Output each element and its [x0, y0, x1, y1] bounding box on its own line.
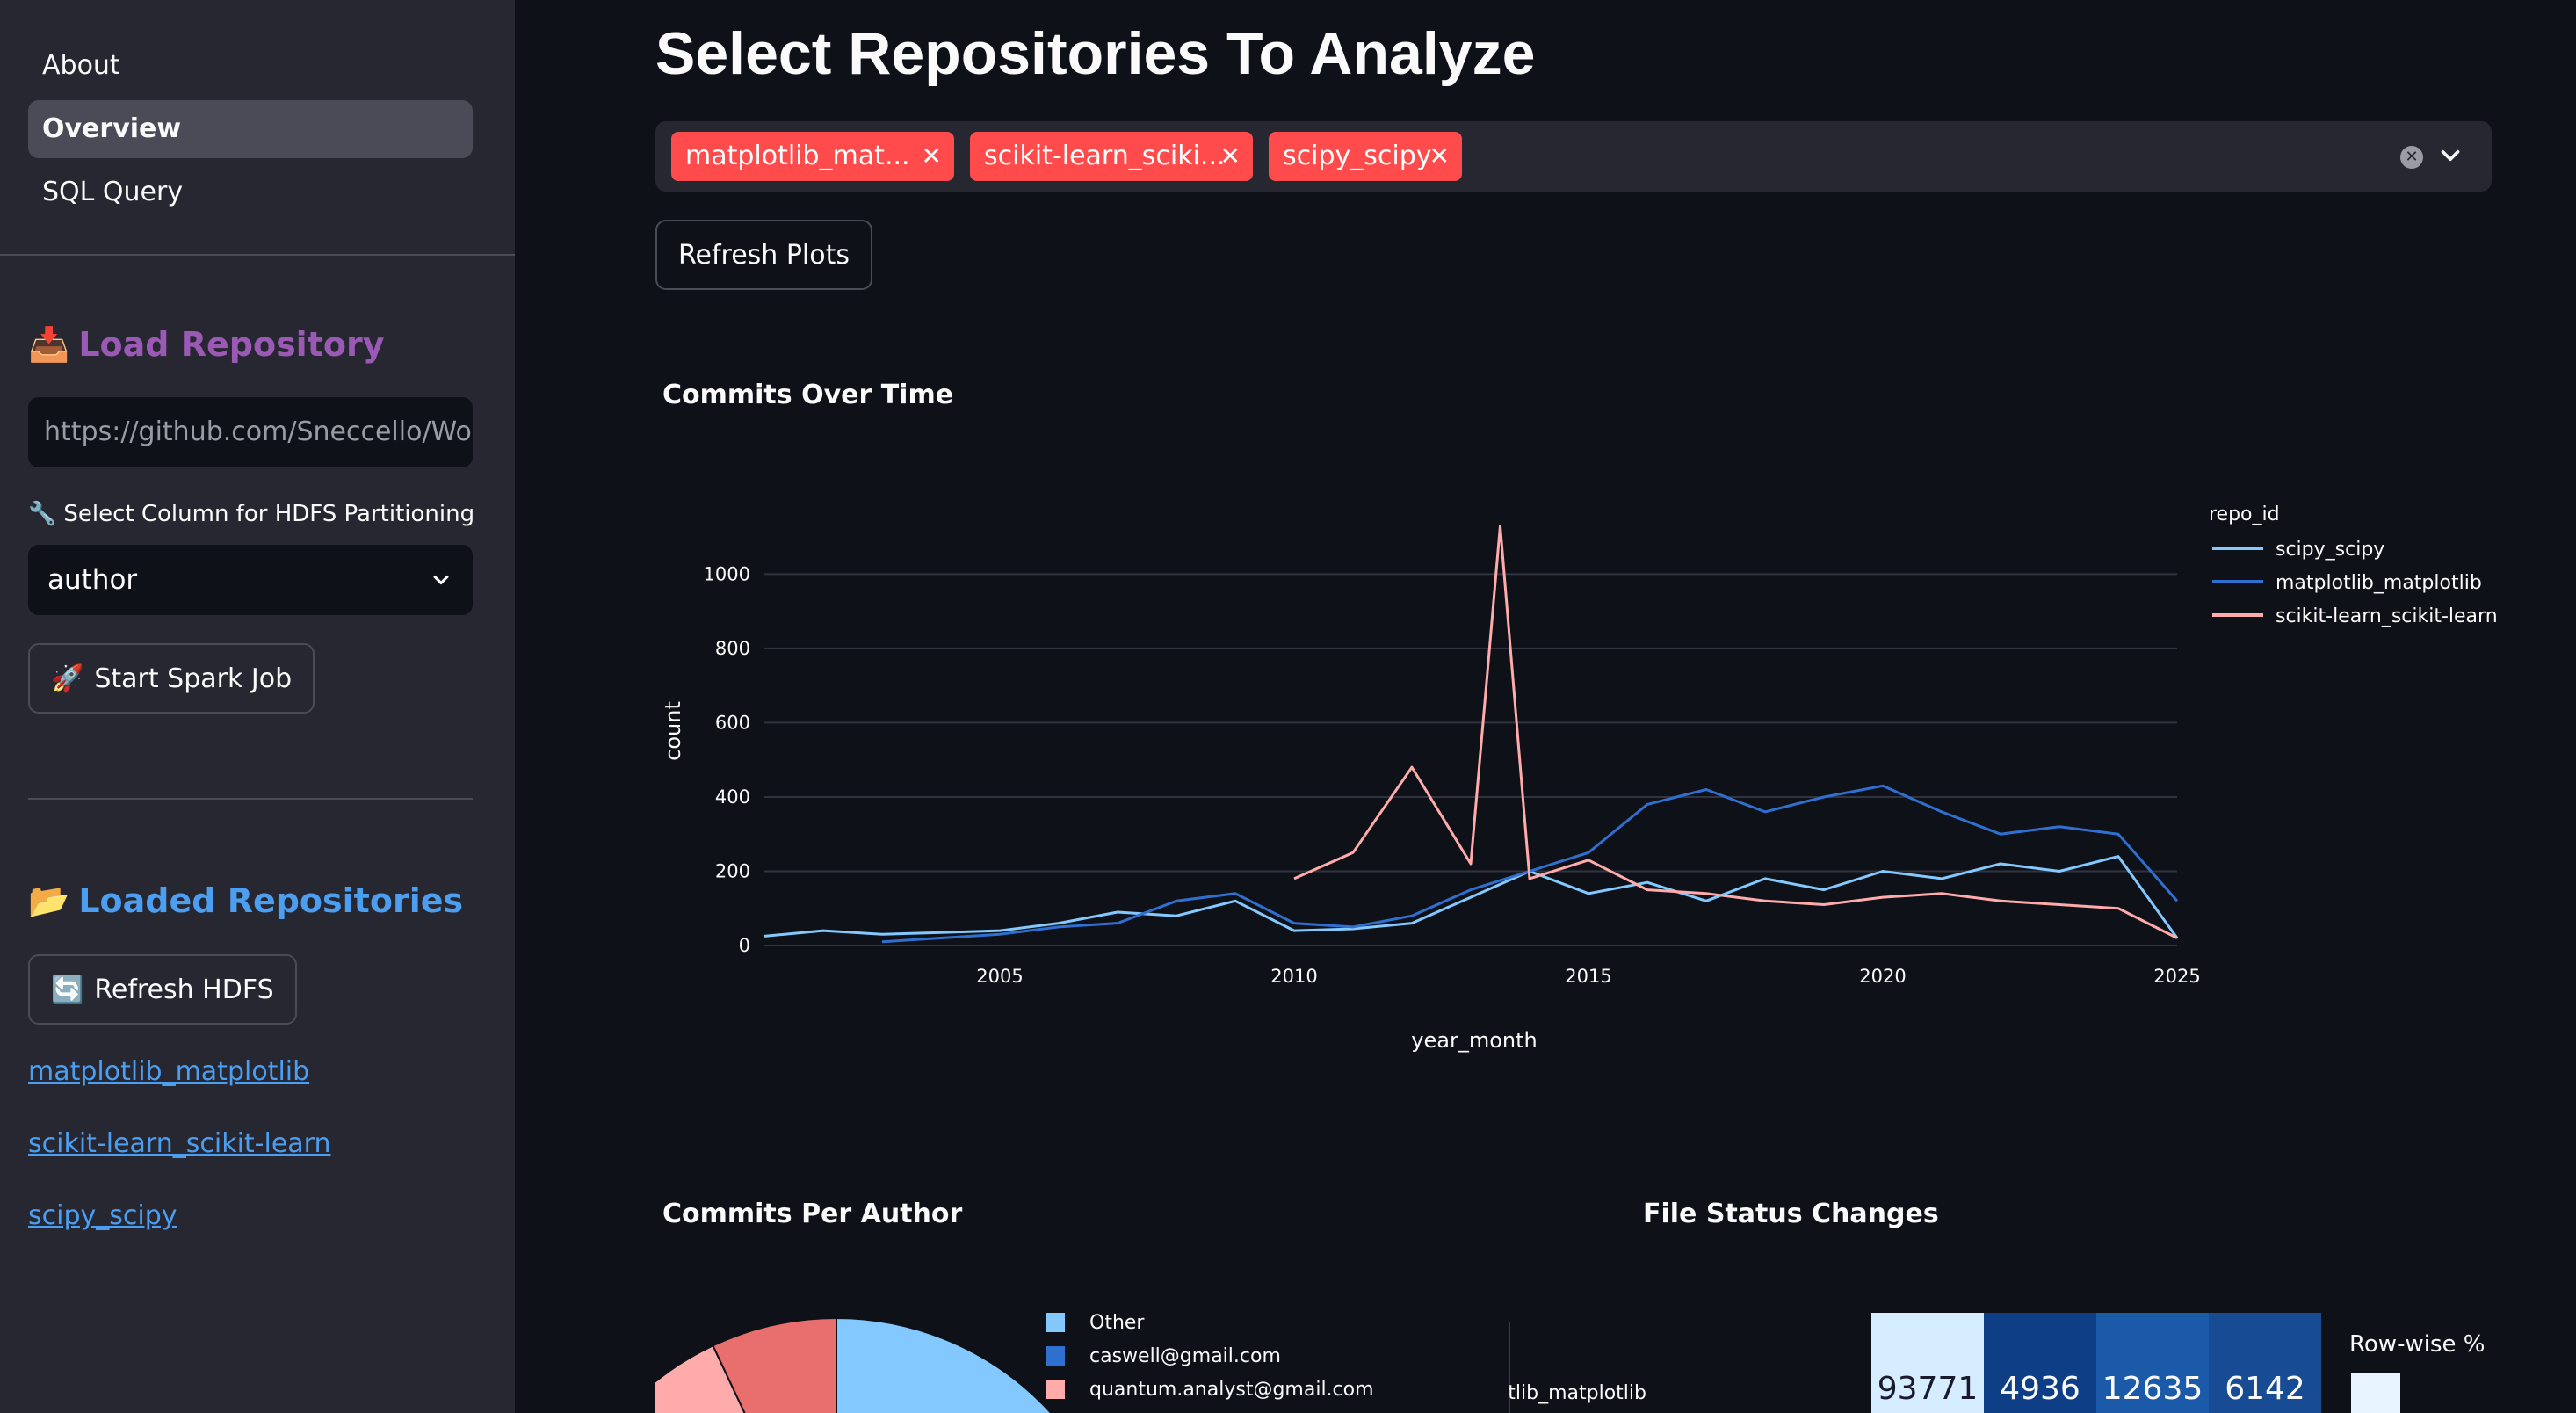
x-tick-label: 2020 [1859, 966, 1906, 987]
nav-sql-query[interactable]: SQL Query [42, 177, 184, 207]
x-tick-label: 2025 [2153, 966, 2200, 987]
refresh-plots-label: Refresh Plots [678, 239, 850, 271]
selected-tag-scikit-learn[interactable]: scikit-learn_sciki... ✕ [970, 132, 1253, 181]
chevron-down-icon[interactable] [2435, 141, 2465, 170]
repo-multiselect[interactable]: matplotlib_mat... ✕ scikit-learn_sciki..… [655, 121, 2492, 192]
selected-tag-matplotlib[interactable]: matplotlib_mat... ✕ [671, 132, 954, 181]
folder-icon: 📂 [28, 881, 70, 920]
selected-tag-scipy[interactable]: scipy_scipy ✕ [1269, 132, 1462, 181]
heatmap-cell [2096, 1313, 2209, 1413]
pie-legend: Other caswell@gmail.com quantum.analyst@gm… [1046, 1312, 1374, 1401]
repo-link-scipy[interactable]: scipy_scipy [28, 1200, 177, 1231]
repo-url-input[interactable]: https://github.com/Sneccello/WordCount [28, 397, 473, 467]
sidebar-divider [0, 254, 515, 256]
nav-about[interactable]: About [42, 50, 120, 81]
sidebar-divider-2 [28, 798, 473, 800]
legend-swatch [1046, 1380, 1065, 1399]
commits-over-time-title: Commits Over Time [662, 380, 954, 410]
start-spark-job-button[interactable]: 🚀 Start Spark Job [28, 643, 315, 714]
y-tick-label: 0 [739, 935, 750, 956]
heatmap-value: 6142 [2225, 1371, 2305, 1407]
chart-series [763, 525, 2179, 944]
y-tick-label: 600 [715, 712, 750, 733]
pie-slice [836, 1316, 1053, 1413]
heatmap-value: 4936 [2000, 1371, 2080, 1407]
chart-legend: scipy_scipy matplotlib_matplotlib scikit-l… [2212, 539, 2498, 627]
legend-label: caswell@gmail.com [1089, 1345, 1281, 1367]
y-tick-label: 400 [715, 786, 750, 808]
heatmap-colorbar [2351, 1373, 2400, 1413]
y-tick-label: 800 [715, 638, 750, 659]
start-spark-job-label: Start Spark Job [94, 663, 293, 694]
heatmap-cell [2209, 1313, 2321, 1413]
heatmap-colorbar-label: Row-wise % [2349, 1331, 2485, 1358]
tag-label: matplotlib_mat... [685, 141, 910, 171]
x-tick-label: 2015 [1565, 966, 1611, 987]
chart-ticks: 0 200 400 600 800 1000 2005 2010 2015 2020 2025 [704, 563, 2201, 987]
legend-swatch [1046, 1346, 1065, 1366]
sidebar: About Overview SQL Query 📥 Load Reposito… [0, 0, 515, 1413]
legend-label: Other [1089, 1312, 1145, 1334]
heatmap-row-label: matplotlib_matplotlib [1509, 1382, 1646, 1404]
file-status-heatmap: matplotlib_matplotlib 93771 4936 12635 6142… [1509, 1313, 2485, 1413]
legend-label: matplotlib_matplotlib [2276, 572, 2482, 594]
clear-all-icon[interactable]: ✕ [2400, 146, 2423, 169]
legend-swatch [1046, 1313, 1065, 1332]
file-status-changes-title: File Status Changes [1643, 1199, 1939, 1229]
legend-label: scipy_scipy [2276, 539, 2384, 561]
legend-title: repo_id [2209, 504, 2280, 525]
series-line [1293, 525, 2178, 939]
heatmap-value: 12635 [2102, 1371, 2203, 1407]
partition-label: 🔧 Select Column for HDFS Partitioning [28, 501, 474, 527]
remove-tag-icon[interactable]: ✕ [1429, 141, 1450, 170]
loaded-repositories-title: Loaded Repositories [78, 881, 464, 920]
heatmap-cell [1984, 1313, 2096, 1413]
load-repository-title: Load Repository [78, 325, 385, 364]
commits-over-time-chart: 0 200 400 600 800 1000 2005 2010 2015 2020 2025 ye… [661, 504, 2498, 1053]
chevron-down-icon [433, 575, 449, 585]
partition-select[interactable]: author [28, 545, 473, 615]
x-axis-label: year_month [1411, 1028, 1537, 1053]
legend-label: quantum.analyst@gmail.com [1089, 1379, 1374, 1401]
x-tick-label: 2005 [976, 966, 1023, 987]
page-title: Select Repositories To Analyze [655, 20, 1536, 87]
wrench-icon: 🔧 [28, 501, 57, 527]
inbox-tray-icon: 📥 [28, 325, 70, 364]
loaded-repositories-heading: 📂 Loaded Repositories [28, 881, 463, 920]
pie-slices [655, 1316, 1053, 1413]
tag-label: scikit-learn_sciki... [984, 141, 1226, 171]
heatmap-cells: 93771 4936 12635 6142 [1871, 1313, 2321, 1413]
commits-per-author-chart: Other caswell@gmail.com quantum.analyst@gm… [655, 1312, 1374, 1413]
heatmap-cell [1871, 1313, 1984, 1413]
heatmap-value: 93771 [1878, 1371, 1979, 1407]
pie-slice [712, 1316, 837, 1413]
rocket-icon: 🚀 [51, 663, 84, 694]
pie-slice [655, 1344, 746, 1413]
commits-per-author-title: Commits Per Author [662, 1199, 963, 1229]
y-tick-label: 1000 [704, 563, 750, 584]
repo-link-scikit-learn[interactable]: scikit-learn_scikit-learn [28, 1128, 331, 1159]
partition-label-text: Select Column for HDFS Partitioning [63, 501, 475, 527]
refresh-hdfs-button[interactable]: 🔄 Refresh HDFS [28, 954, 297, 1025]
nav-overview[interactable]: Overview [28, 100, 473, 158]
y-axis-label: count [661, 701, 685, 761]
series-line [763, 855, 2179, 939]
remove-tag-icon[interactable]: ✕ [921, 141, 942, 170]
tag-label: scipy_scipy [1283, 141, 1432, 171]
refresh-hdfs-label: Refresh HDFS [94, 974, 274, 1005]
remove-tag-icon[interactable]: ✕ [1219, 141, 1241, 170]
partition-select-value: author [47, 564, 138, 596]
x-tick-label: 2010 [1270, 966, 1317, 987]
refresh-icon: 🔄 [51, 974, 84, 1005]
chart-grid [764, 573, 2177, 946]
load-repository-heading: 📥 Load Repository [28, 325, 385, 364]
refresh-plots-button[interactable]: Refresh Plots [655, 220, 872, 290]
legend-label: scikit-learn_scikit-learn [2276, 605, 2498, 627]
y-tick-label: 200 [715, 860, 750, 881]
repo-link-matplotlib[interactable]: matplotlib_matplotlib [28, 1056, 310, 1087]
